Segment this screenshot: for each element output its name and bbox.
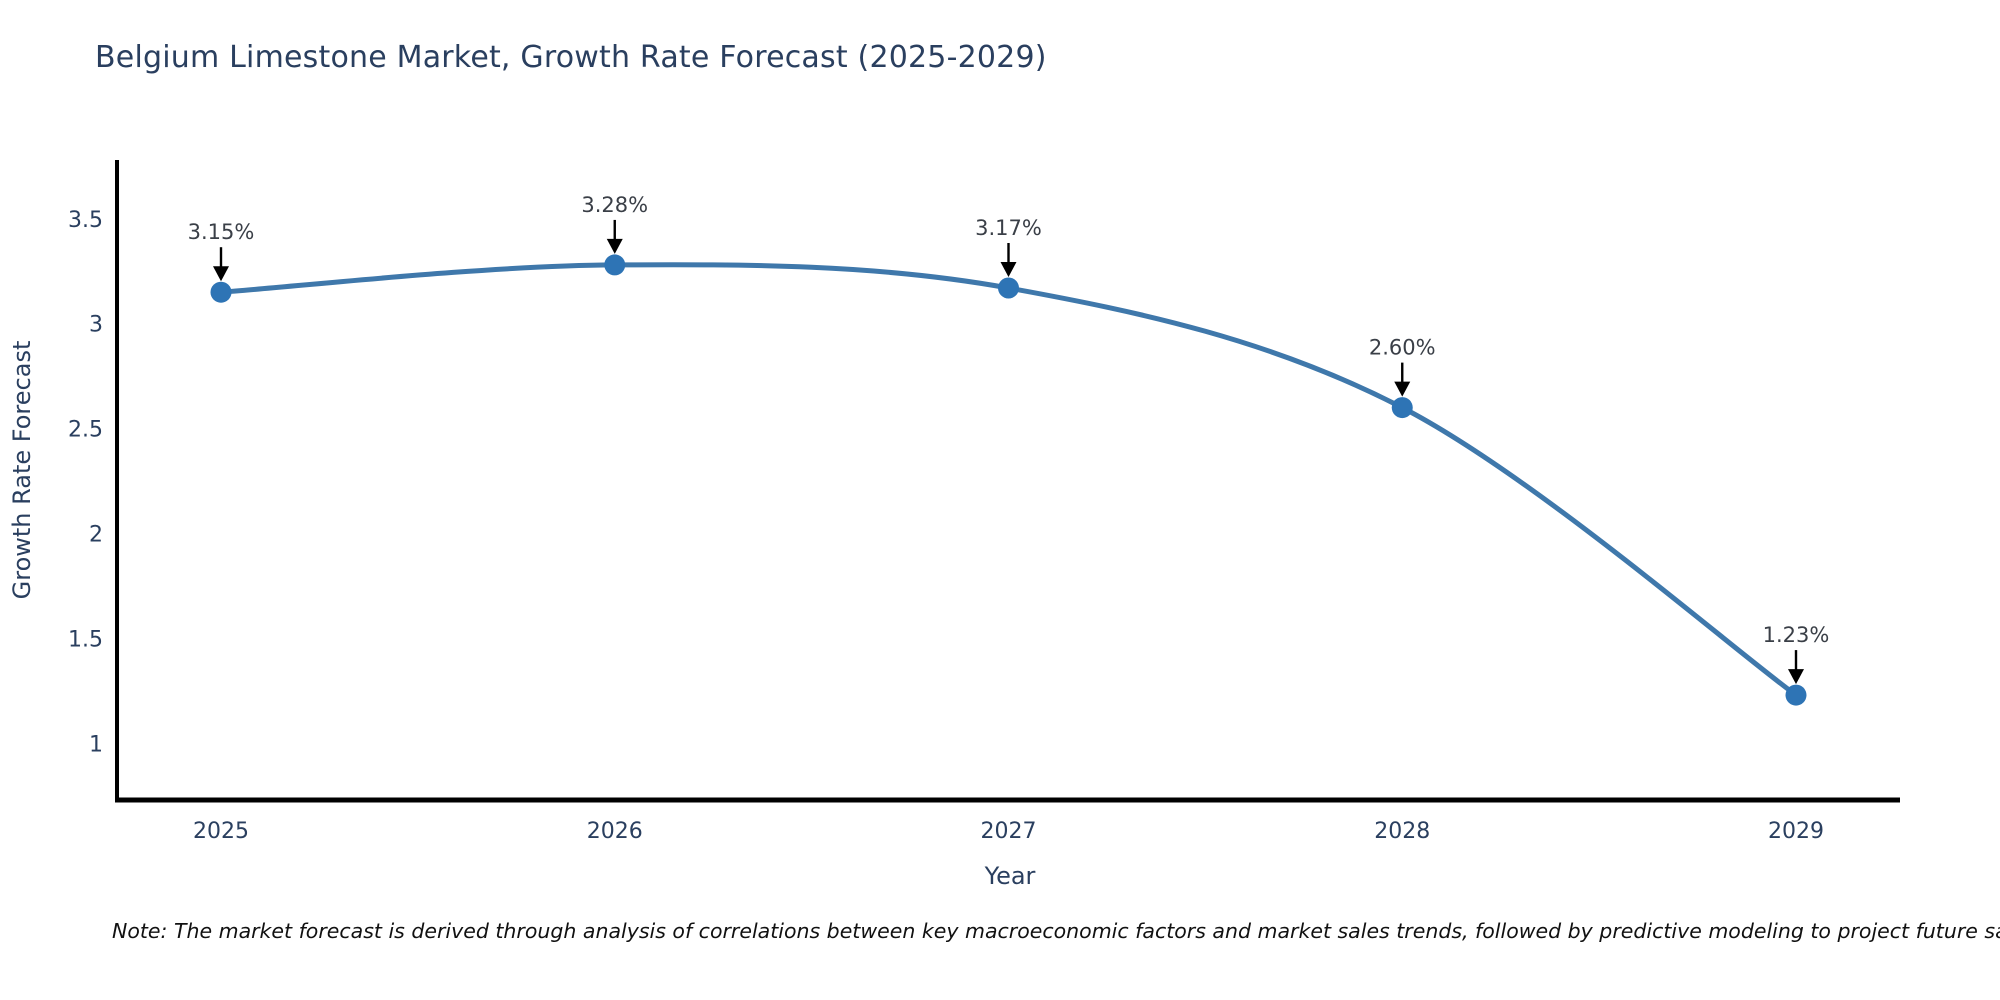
annotation-label: 3.15% [188,220,255,244]
data-point-2027 [998,277,1019,299]
x-tick-label: 2029 [1768,819,1824,844]
y-axis-title: Growth Rate Forecast [8,340,36,600]
y-tick-label: 2.5 [68,418,103,443]
y-tick-label: 3 [89,313,103,338]
footnote: Note: The market forecast is derived thr… [112,919,2000,943]
annotation-arrowhead-icon [1000,262,1017,277]
annotation-label: 3.17% [975,216,1042,240]
x-tick-label: 2025 [193,819,249,844]
data-point-2028 [1391,397,1413,419]
y-tick-label: 2 [89,523,103,548]
x-tick-label: 2027 [981,819,1037,844]
y-tick-label: 3.5 [68,208,103,233]
data-point-2029 [1785,684,1807,706]
annotation-arrowhead-icon [606,238,623,254]
x-tick-label: 2026 [587,819,643,844]
annotation-arrowhead-icon [213,266,229,282]
x-axis-title: Year [984,862,1036,890]
data-point-2026 [604,254,626,276]
annotation-label: 3.28% [581,193,648,217]
x-tick-label: 2028 [1374,819,1430,844]
annotation-label: 1.23% [1763,623,1830,647]
data-point-2025 [210,281,232,303]
trend-line [218,262,1799,698]
annotation-arrowhead-icon [1788,669,1804,685]
annotation-label: 2.60% [1369,336,1436,360]
annotation-arrowhead-icon [1394,381,1411,397]
y-tick-label: 1 [89,732,103,757]
chart-title: Belgium Limestone Market, Growth Rate Fo… [95,40,1047,75]
y-tick-label: 1.5 [68,627,103,652]
